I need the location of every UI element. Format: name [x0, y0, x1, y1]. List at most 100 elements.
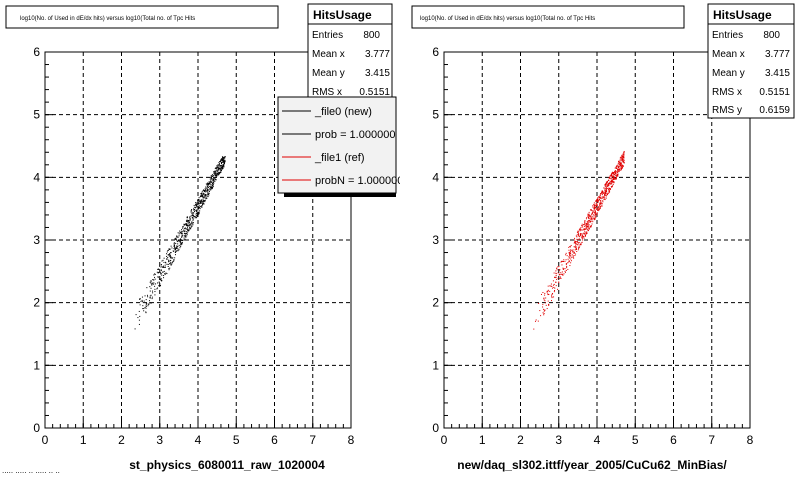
scatter-point: [587, 226, 589, 228]
scatter-point: [178, 239, 180, 241]
x-tick-label: 4: [594, 433, 601, 447]
scatter-point: [148, 304, 150, 306]
scatter-point: [606, 185, 608, 187]
scatter-point: [198, 212, 200, 214]
scatter-point: [577, 249, 579, 251]
scatter-point: [191, 221, 193, 223]
scatter-point: [620, 162, 622, 164]
scatter-point: [597, 199, 599, 201]
scatter-point: [186, 224, 188, 226]
scatter-point: [176, 246, 178, 248]
scatter-point: [163, 277, 165, 279]
scatter-point: [170, 256, 172, 258]
scatter-point: [603, 198, 605, 200]
scatter-point: [201, 205, 203, 207]
scatter-point: [215, 167, 217, 169]
scatter-point: [601, 190, 603, 192]
scatter-point: [205, 197, 207, 199]
scatter-point: [217, 165, 219, 167]
scatter-point: [581, 238, 583, 240]
scatter-point: [210, 176, 212, 178]
scatter-point: [602, 200, 604, 202]
scatter-point: [190, 221, 192, 223]
scatter-point: [570, 246, 572, 248]
scatter-point: [202, 196, 204, 198]
scatter-point: [566, 255, 568, 257]
stats-label: Mean y: [312, 68, 345, 79]
scatter-point: [200, 199, 202, 201]
scatter-point: [206, 190, 208, 192]
scatter-point: [188, 224, 190, 226]
scatter-point: [183, 235, 185, 237]
scatter-point: [597, 198, 599, 200]
scatter-point: [219, 169, 221, 171]
scatter-point: [173, 245, 175, 247]
scatter-point: [623, 161, 625, 163]
scatter-point: [160, 273, 162, 275]
scatter-point: [588, 217, 590, 219]
scatter-point: [593, 207, 595, 209]
scatter-point: [571, 254, 573, 256]
scatter-point: [558, 274, 560, 276]
scatter-point: [599, 205, 601, 207]
scatter-point: [591, 210, 593, 212]
scatter-point: [167, 257, 169, 259]
scatter-point: [584, 223, 586, 225]
scatter-point: [145, 303, 147, 305]
scatter-point: [182, 233, 184, 235]
scatter-point: [605, 189, 607, 191]
scatter-point: [203, 199, 205, 201]
scatter-point: [578, 247, 580, 249]
scatter-point: [221, 159, 223, 161]
scatter-point: [223, 160, 225, 162]
x-tick-label: 2: [517, 433, 524, 447]
scatter-point: [217, 173, 219, 175]
scatter-point: [555, 272, 557, 274]
scatter-point: [177, 240, 179, 242]
scatter-point: [617, 175, 619, 177]
scatter-point: [170, 252, 172, 254]
scatter-point: [207, 184, 209, 186]
scatter-point: [187, 229, 189, 231]
scatter-point: [204, 201, 206, 203]
scatter-point: [161, 260, 163, 262]
scatter-point: [560, 261, 562, 263]
scatter-point: [538, 303, 540, 305]
scatter-point: [565, 269, 567, 271]
scatter-point: [195, 202, 197, 204]
scatter-point: [569, 252, 571, 254]
chart-title: log10(No. of Used in dE/dx hits) versus …: [20, 16, 195, 22]
scatter-point: [210, 185, 212, 187]
scatter-point: [596, 203, 598, 205]
scatter-point: [221, 160, 223, 162]
scatter-point: [576, 238, 578, 240]
scatter-point: [596, 208, 598, 210]
scatter-point: [570, 244, 572, 246]
scatter-point: [201, 199, 203, 201]
y-tick-label: 5: [33, 108, 40, 122]
scatter-point: [222, 164, 224, 166]
scatter-point: [222, 158, 224, 160]
scatter-point: [167, 263, 169, 265]
scatter-point: [199, 202, 201, 204]
scatter-point: [211, 187, 213, 189]
scatter-point: [578, 229, 580, 231]
scatter-point: [606, 190, 608, 192]
scatter-point: [565, 263, 567, 265]
scatter-point: [572, 251, 574, 253]
scatter-point: [599, 194, 601, 196]
scatter-point: [562, 260, 564, 262]
scatter-point: [558, 281, 560, 283]
scatter-point: [180, 239, 182, 241]
scatter-point: [553, 272, 555, 274]
scatter-point: [189, 217, 191, 219]
scatter-point: [203, 196, 205, 198]
scatter-point: [160, 285, 162, 287]
scatter-point: [611, 174, 613, 176]
scatter-point: [576, 251, 578, 253]
scatter-point: [569, 254, 571, 256]
scatter-point: [618, 168, 620, 170]
scatter-point: [145, 305, 147, 307]
scatter-point: [581, 234, 583, 236]
scatter-point: [180, 246, 182, 248]
